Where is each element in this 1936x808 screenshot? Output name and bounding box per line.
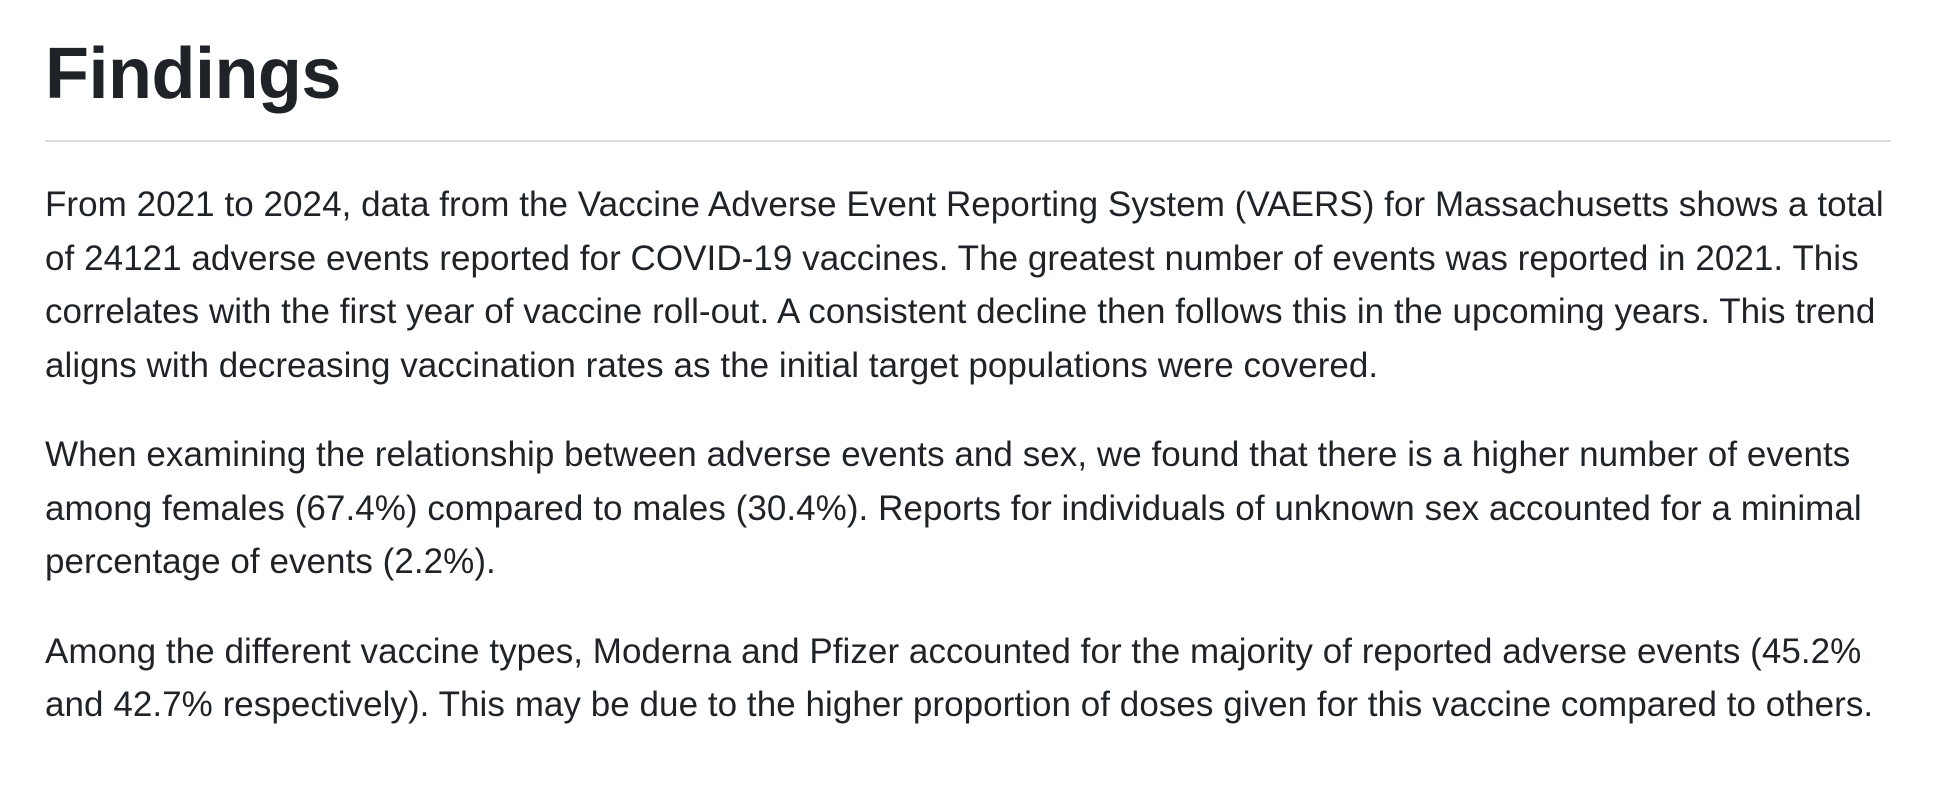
title-divider bbox=[45, 140, 1891, 142]
findings-paragraph-1: From 2021 to 2024, data from the Vaccine… bbox=[45, 185, 1884, 385]
findings-paragraph-3: Among the different vaccine types, Moder… bbox=[45, 631, 1874, 725]
findings-paragraph-2: When examining the relationship between … bbox=[45, 435, 1862, 581]
page-title: Findings bbox=[45, 34, 341, 114]
